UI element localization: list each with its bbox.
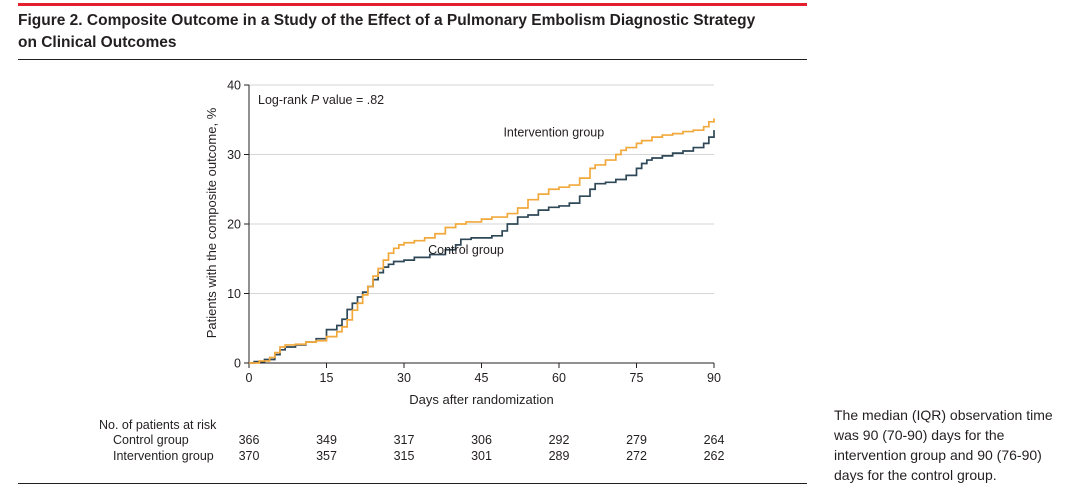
- x-tick-label-30: 30: [397, 371, 411, 385]
- observation-note: The median (IQR) observation time was 90…: [834, 407, 1053, 483]
- risk-row-label: Intervention group: [113, 449, 214, 463]
- risk-cell: 306: [471, 433, 492, 447]
- y-tick-label-40: 40: [227, 79, 241, 93]
- risk-cell: 357: [316, 449, 337, 463]
- risk-cell: 301: [471, 449, 492, 463]
- x-tick-label-75: 75: [630, 371, 644, 385]
- chart-labels: Intervention group Control group Log-rank …: [258, 93, 604, 257]
- risk-cell: 289: [548, 449, 570, 463]
- x-axis-title: Days after randomization: [409, 392, 554, 407]
- risk-cell: 349: [316, 433, 337, 447]
- x-tick-label-60: 60: [552, 371, 566, 385]
- axes: 0 10 20 30 40 0 15 30 45 60 75 90 Days after randomi…: [204, 79, 721, 408]
- risk-cell: 264: [703, 433, 725, 447]
- risk-cell: 370: [238, 449, 260, 463]
- risk-cell: 366: [238, 433, 260, 447]
- y-tick-label-10: 10: [227, 287, 241, 301]
- risk-cell: 315: [393, 449, 415, 463]
- risk-cell: 292: [548, 433, 570, 447]
- grid-lines: [249, 84, 714, 294]
- y-axis-title: Patients with the composite outcome, %: [204, 107, 219, 338]
- x-tick-label-15: 15: [320, 371, 334, 385]
- risk-cell: 262: [703, 449, 725, 463]
- x-tick-label-90: 90: [707, 371, 721, 385]
- log-rank-annotation: Log-rank P value = .82: [258, 93, 384, 107]
- y-tick-label-0: 0: [234, 357, 241, 371]
- risk-cell: 279: [626, 433, 647, 447]
- series-line-control-group: [249, 130, 715, 364]
- series-label-control-group: Control group: [428, 243, 504, 257]
- series-label-intervention-group: Intervention group: [503, 125, 604, 139]
- figure-bottom-rule: [18, 483, 807, 484]
- series-line-intervention-group: [249, 118, 715, 364]
- title-top-rule: [18, 3, 807, 6]
- title-bottom-rule: [18, 59, 807, 60]
- x-tick-label-0: 0: [246, 371, 253, 385]
- series-lines: [249, 118, 715, 364]
- risk-cell: 317: [393, 433, 415, 447]
- risk-row-label: Control group: [113, 433, 189, 447]
- risk-table-header: No. of patients at risk: [99, 418, 217, 432]
- figure-title: Figure 2. Composite Outcome in a Study o…: [18, 12, 756, 51]
- risk-cell: 272: [626, 449, 647, 463]
- y-tick-label-30: 30: [227, 148, 241, 162]
- y-tick-label-20: 20: [227, 218, 241, 232]
- x-tick-label-45: 45: [475, 371, 489, 385]
